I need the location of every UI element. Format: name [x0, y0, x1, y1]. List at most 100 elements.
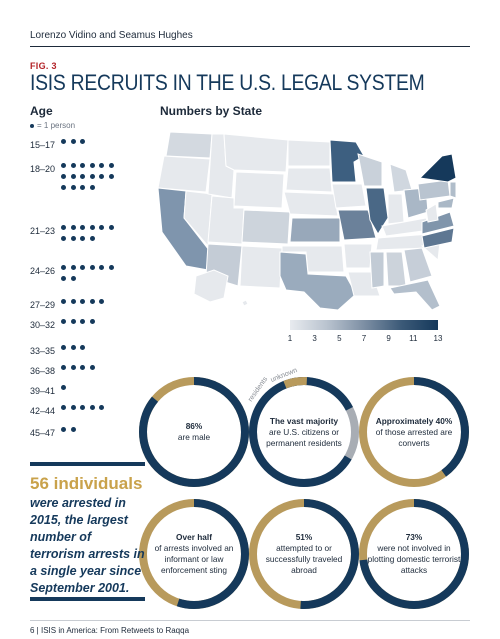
- person-dot: [70, 405, 76, 410]
- age-dots: [61, 139, 121, 150]
- age-label: 21–23: [30, 226, 56, 236]
- stat-ring: 86% are male: [136, 374, 252, 490]
- person-dot: [61, 319, 66, 324]
- person-dot: [108, 225, 114, 230]
- state-ne: [283, 191, 339, 217]
- state-in: [387, 193, 405, 225]
- person-dot: [80, 185, 86, 190]
- stat-ring: 51% attempted to or successfully traveled…: [246, 496, 362, 612]
- state-md: [437, 197, 455, 209]
- person-dot: [80, 319, 86, 324]
- person-dot: [61, 405, 66, 410]
- ring-caption: Approximately 40% of those arrested are c…: [366, 374, 462, 490]
- ring-caption: Over half of arrests involved an informan…: [146, 496, 242, 612]
- person-dot: [61, 174, 66, 179]
- state-section-title: Numbers by State: [160, 104, 263, 118]
- person-dot: [89, 365, 95, 370]
- ring-body-text: of those arrested are converts: [375, 426, 453, 448]
- person-dot: [70, 236, 76, 241]
- person-dot: [70, 299, 76, 304]
- person-dot: [99, 163, 105, 168]
- age-dots: [61, 365, 121, 376]
- state-ks: [289, 217, 341, 243]
- person-dot: [61, 385, 66, 390]
- person-dot: [61, 345, 66, 350]
- person-dot: [70, 225, 76, 230]
- scale-tick-label: 11: [409, 334, 418, 343]
- state-nm: [239, 245, 283, 289]
- ring-value: [139, 499, 249, 609]
- person-dot: [108, 174, 114, 179]
- person-dot: [61, 265, 66, 270]
- person-dot: [89, 185, 95, 190]
- state-ak: [193, 269, 229, 303]
- person-dot: [80, 299, 86, 304]
- person-dot: [61, 427, 66, 432]
- person-dot: [70, 345, 76, 350]
- person-dot: [61, 236, 66, 241]
- ring-strong-text: Approximately 40%: [375, 415, 453, 426]
- state-sd: [285, 167, 333, 193]
- age-dots: [61, 299, 121, 310]
- age-label: 39–41: [30, 386, 56, 396]
- person-dot: [99, 299, 105, 304]
- ring-body-text: are U.S. citizens or permanent residents: [266, 426, 342, 448]
- person-dot: [108, 265, 114, 270]
- age-dots: [61, 163, 121, 196]
- age-dots: [61, 225, 121, 247]
- person-dot: [70, 276, 76, 281]
- person-dot: [108, 163, 114, 168]
- person-dot: [89, 319, 95, 324]
- footer-rule: [30, 620, 470, 621]
- state-tx: [279, 251, 357, 311]
- state-mt: [223, 133, 289, 173]
- age-dots: [61, 405, 121, 416]
- state-or: [157, 155, 211, 193]
- ring-value: [248, 377, 359, 487]
- person-dot: [70, 319, 76, 324]
- age-label: 30–32: [30, 320, 56, 330]
- person-dot: [89, 299, 95, 304]
- state-mn: [329, 139, 365, 183]
- state-nj: [449, 181, 457, 199]
- person-dot: [80, 236, 86, 241]
- person-dot: [61, 365, 66, 370]
- state-nc: [421, 227, 455, 249]
- person-dot: [70, 427, 76, 432]
- ring-caption: 73% were not involved in plotting domesti…: [366, 496, 462, 612]
- ring-strong-text: 86%: [185, 421, 203, 431]
- ring-body-text: attempted to or successfully traveled ab…: [265, 543, 343, 575]
- state-pa: [417, 179, 451, 201]
- stat-ring: Approximately 40% of those arrested are c…: [356, 374, 472, 490]
- summary-bottom-rule: [30, 597, 145, 601]
- summary-top-rule: [30, 462, 145, 466]
- person-dot: [80, 265, 86, 270]
- ring-caption: 51% attempted to or successfully traveled…: [256, 496, 352, 612]
- person-dot: [99, 225, 105, 230]
- state-mi: [389, 163, 413, 193]
- person-dot: [80, 405, 86, 410]
- age-label: 33–35: [30, 346, 56, 356]
- person-dot: [61, 185, 66, 190]
- state-ia: [331, 183, 367, 209]
- age-dots: [61, 265, 121, 287]
- stat-ring: The vast majority are U.S. citizens or pe…: [246, 374, 362, 490]
- person-dot: [80, 163, 86, 168]
- person-dot: [99, 265, 105, 270]
- person-dot: [61, 299, 66, 304]
- summary-text: were arrested in 2015, the largest numbe…: [30, 496, 145, 595]
- age-legend: = 1 person: [30, 121, 75, 130]
- age-dots: [61, 385, 121, 396]
- ring-strong-text: Over half: [176, 532, 212, 542]
- person-dot: [70, 365, 76, 370]
- person-dot: [70, 139, 76, 144]
- age-dots: [61, 345, 121, 356]
- state-ny: [418, 153, 457, 183]
- ring-value: [249, 499, 359, 609]
- ring-body-text: were not involved in plotting domestic t…: [367, 543, 461, 575]
- header-rule: [30, 46, 470, 47]
- state-nd: [287, 139, 331, 167]
- person-dot: [89, 163, 95, 168]
- ring-value: [359, 499, 469, 609]
- person-dot: [80, 345, 86, 350]
